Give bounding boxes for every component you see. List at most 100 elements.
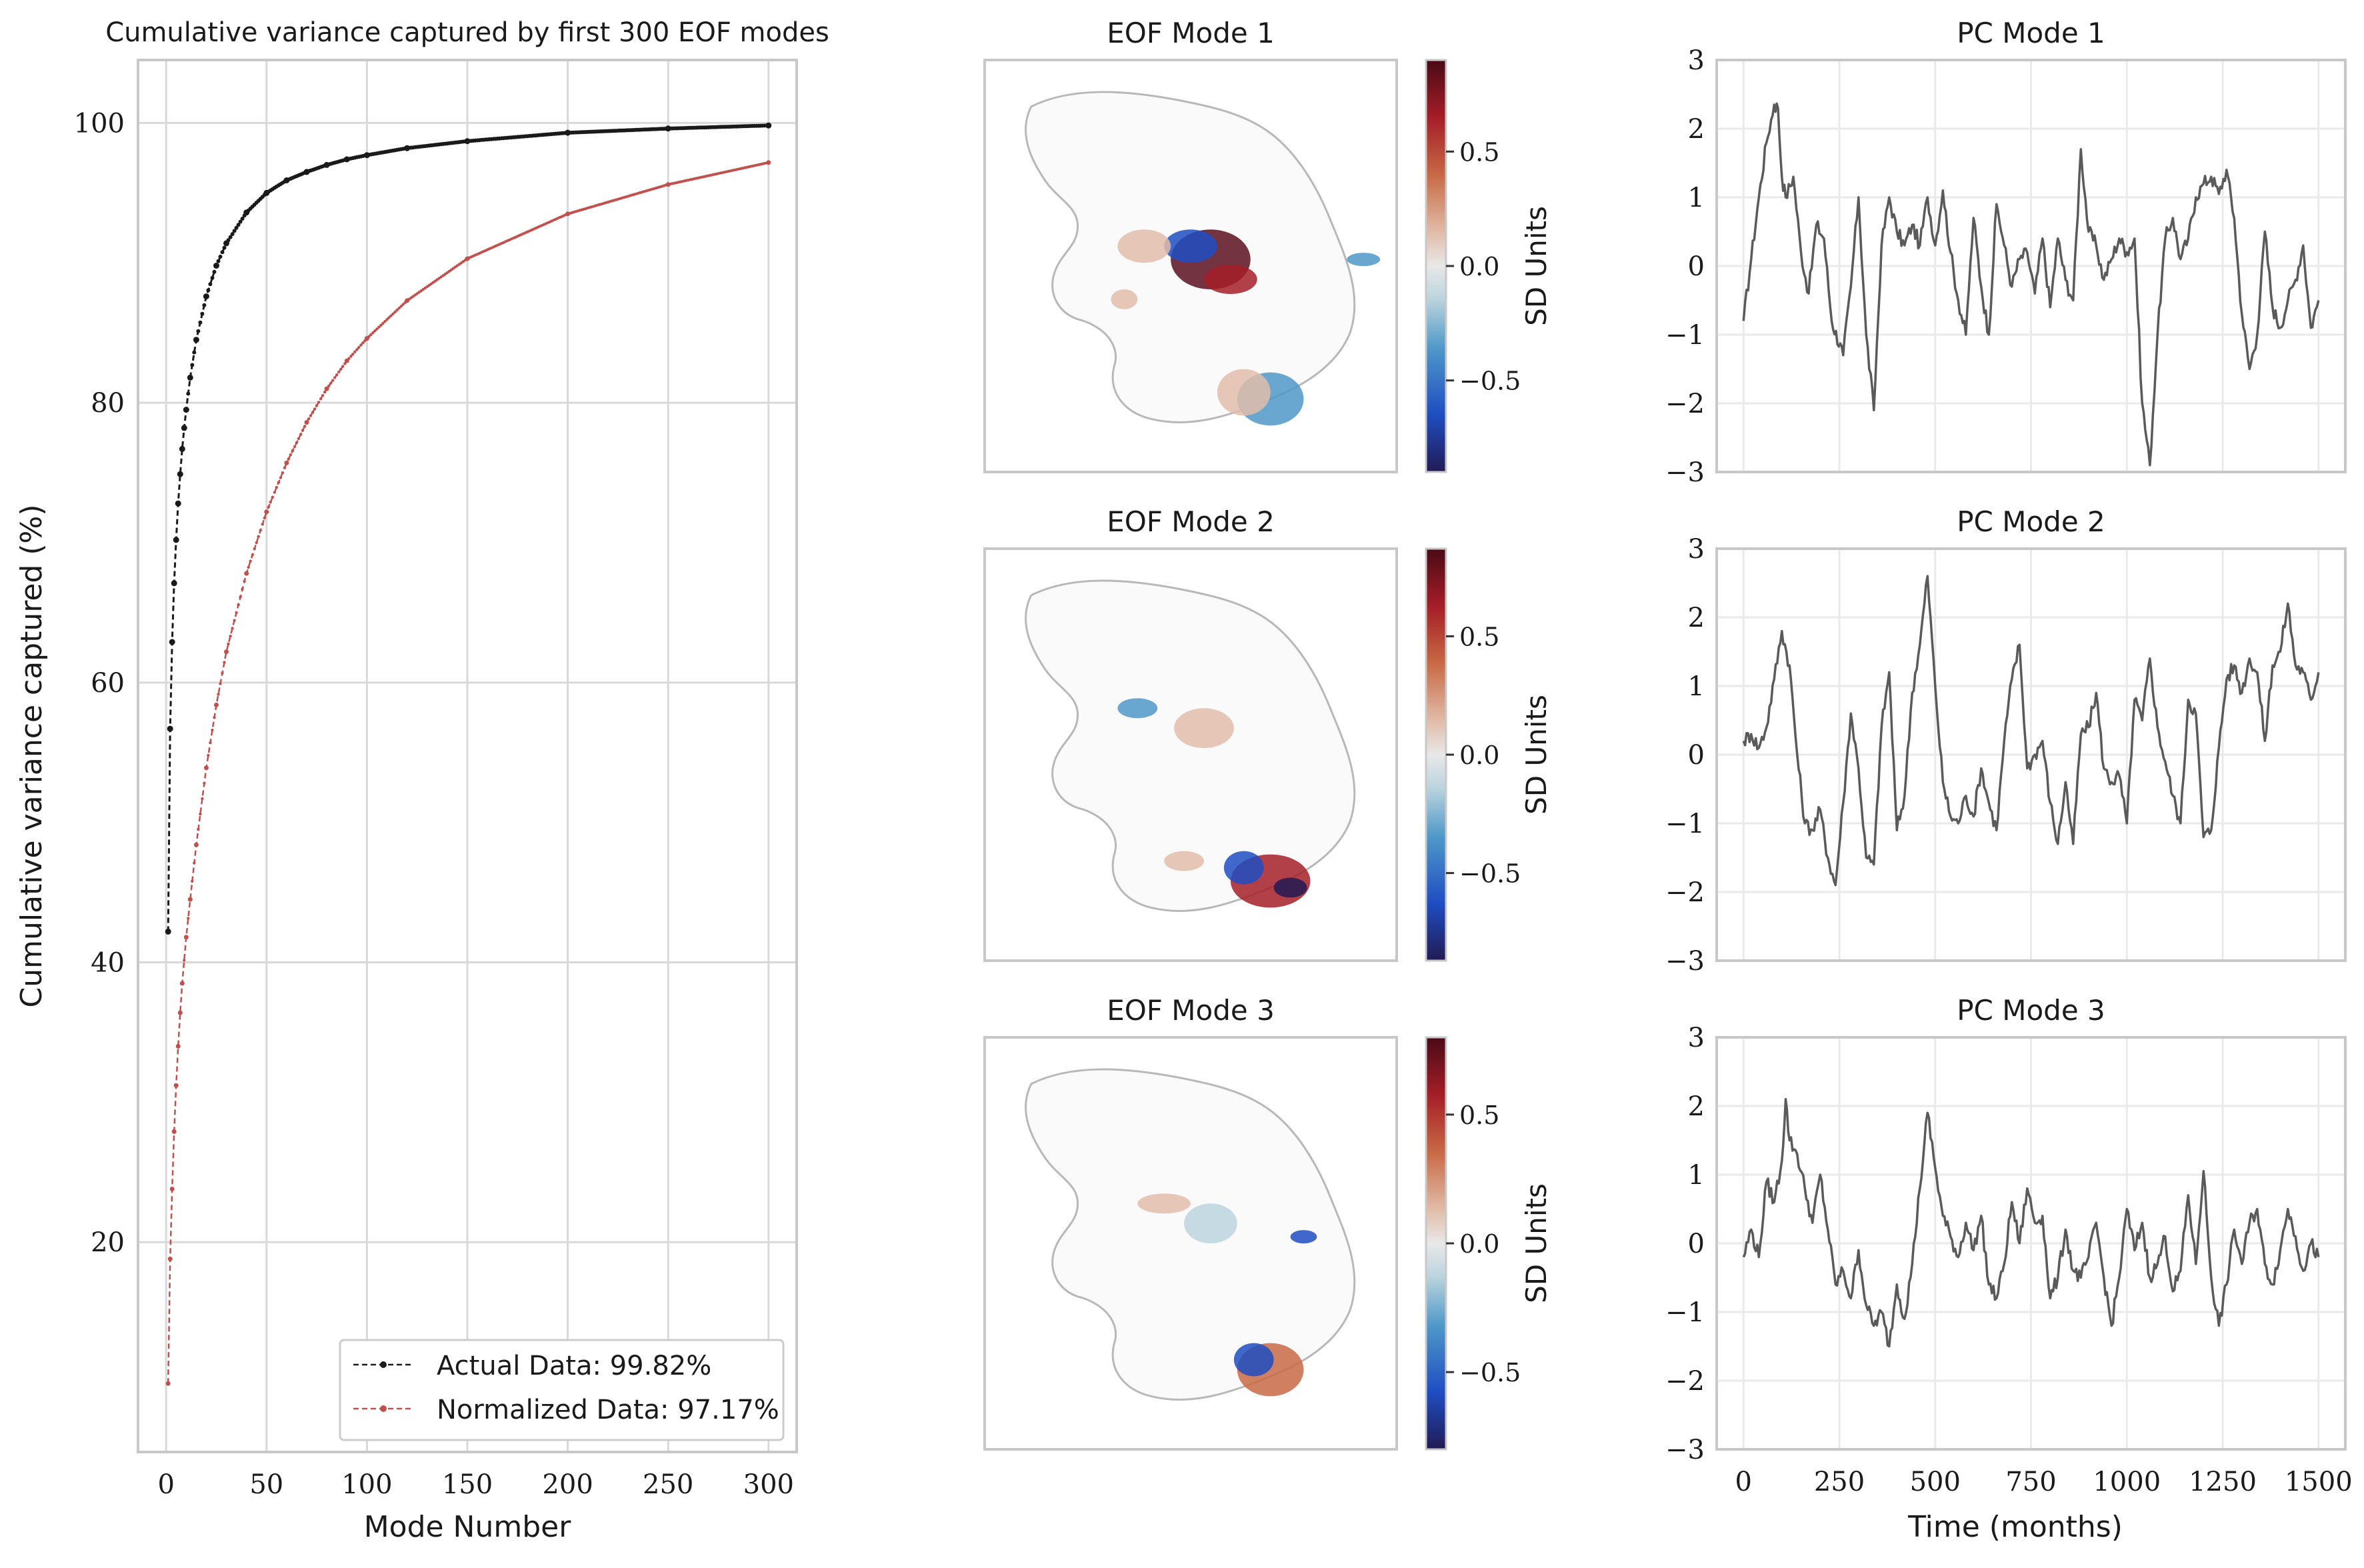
mode-marker	[393, 310, 397, 314]
mode-marker	[183, 959, 186, 962]
mode-marker	[237, 603, 240, 607]
mode-marker	[379, 323, 383, 327]
colorbar-tick-label: −0.5	[1459, 859, 1521, 889]
mode-marker	[259, 529, 262, 532]
mode-marker	[174, 537, 179, 542]
x-tick-label: 200	[542, 1469, 593, 1500]
mode-marker	[377, 325, 381, 329]
x-tick-label: 300	[743, 1469, 794, 1500]
pc-frame	[1715, 1036, 2347, 1451]
mode-marker	[176, 501, 181, 506]
mode-marker	[200, 311, 205, 316]
mode-marker	[196, 329, 201, 333]
x-tick-label: 750	[2005, 1467, 2056, 1497]
anomaly-patch	[1117, 229, 1171, 263]
mode-marker	[267, 505, 270, 509]
mode-marker	[263, 516, 266, 520]
mode-marker	[333, 376, 337, 379]
mode-marker	[317, 401, 321, 404]
mode-marker	[339, 367, 343, 371]
mode-marker	[766, 123, 771, 128]
mode-marker	[403, 301, 407, 304]
mode-marker	[205, 766, 208, 770]
mode-marker	[218, 255, 223, 259]
anomaly-patch	[1273, 877, 1307, 898]
y-tick-label: 1	[1688, 671, 1705, 702]
eof-map-title: EOF Mode 2	[1107, 505, 1275, 538]
mode-marker	[175, 1084, 178, 1087]
pc-title: PC Mode 2	[1957, 505, 2105, 538]
legend-normalized-label: Normalized Data: 97.17%	[437, 1395, 779, 1425]
mode-marker	[375, 327, 379, 331]
mode-marker	[357, 345, 361, 349]
cumulative-variance-ticks: 0 50 100 150 200 250 300 20 40 60 80 100	[74, 108, 794, 1500]
mode-marker	[179, 1011, 182, 1015]
y-tick-label: 40	[91, 948, 125, 979]
mode-marker	[305, 421, 309, 424]
mode-marker	[229, 635, 232, 638]
y-tick-label: 0	[1688, 1229, 1705, 1259]
mode-marker	[194, 337, 199, 342]
mode-marker	[234, 225, 239, 230]
legend-actual-marker	[380, 1361, 387, 1368]
mode-marker	[323, 391, 327, 394]
mode-marker	[215, 703, 218, 707]
mode-marker	[369, 333, 373, 337]
mode-marker	[221, 671, 224, 675]
mode-marker	[291, 449, 295, 453]
x-tick-label: 0	[1735, 1467, 1752, 1497]
anomaly-patch	[1223, 851, 1264, 885]
eof-maps: EOF Mode 1 −0.5 0.0 0.5 SD Units EOF Mode 2 −0…	[983, 17, 1553, 1451]
mode-marker	[343, 362, 347, 365]
mode-marker	[313, 407, 317, 411]
colorbar-tick-label: 0.0	[1459, 741, 1499, 770]
mode-marker	[261, 523, 264, 526]
mode-marker	[185, 935, 188, 939]
mode-marker	[401, 303, 405, 306]
mode-marker	[341, 365, 345, 368]
y-tick-label: −1	[1665, 809, 1705, 839]
mode-marker	[181, 981, 184, 985]
mode-marker	[307, 417, 311, 421]
mode-marker	[170, 640, 175, 644]
mode-marker	[391, 312, 395, 315]
mode-marker	[367, 335, 371, 338]
mode-marker	[371, 331, 375, 335]
mode-marker	[245, 571, 248, 575]
y-tick-label: −3	[1665, 1435, 1705, 1465]
pc-mode-2-panel: −3 −2 −1 0 1 2 3 PC Mode 2	[1665, 505, 2347, 977]
mode-marker	[275, 485, 278, 489]
mode-marker	[207, 753, 210, 757]
y-tick-label: 60	[91, 668, 125, 699]
mode-marker	[242, 213, 247, 218]
mode-marker	[227, 642, 230, 646]
mode-marker	[199, 812, 202, 816]
mode-marker	[347, 357, 351, 360]
mode-marker	[198, 320, 203, 325]
mode-marker	[223, 661, 226, 664]
mode-marker	[331, 379, 335, 382]
mode-marker	[407, 297, 411, 301]
mode-marker	[236, 223, 241, 227]
pc-mode-3-panel: −3 −2 −1 0 1 2 3 PC Mode 3 0 250 500 750 1000 1250 150…	[1665, 994, 2353, 1497]
anomaly-patch	[1164, 229, 1217, 263]
mode-marker	[301, 429, 305, 432]
mode-marker	[277, 481, 281, 484]
cumulative-variance-series	[165, 122, 772, 1386]
y-tick-label: 80	[91, 388, 125, 419]
mode-marker	[204, 294, 209, 299]
mode-marker	[351, 352, 355, 356]
legend: Actual Data: 99.82% Normalized Data: 97.…	[339, 1339, 785, 1441]
mode-marker	[265, 510, 268, 513]
mode-marker	[253, 547, 256, 551]
mode-marker	[186, 391, 191, 396]
anomaly-patch	[1290, 1230, 1317, 1244]
mode-marker	[192, 350, 197, 355]
mode-marker	[389, 314, 393, 317]
anomaly-patch	[1217, 369, 1271, 416]
mode-marker	[381, 321, 385, 325]
y-tick-label: −3	[1665, 457, 1705, 488]
colorbar-tick-label: 0.5	[1459, 622, 1499, 651]
y-tick-label: −1	[1665, 1297, 1705, 1328]
legend-normalized-marker	[380, 1405, 387, 1412]
